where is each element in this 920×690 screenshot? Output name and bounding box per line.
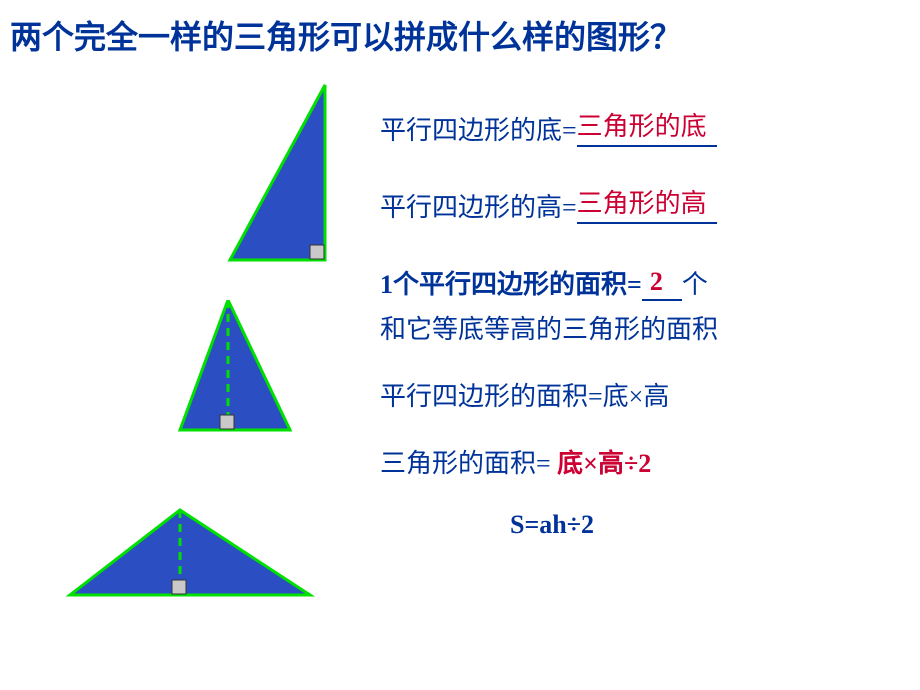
line-parallelogram-area: 平行四边形的面积=底×高 <box>380 376 900 413</box>
triangle-right <box>100 75 360 275</box>
label-area-count-a: 1个平行四边形的面积= <box>380 270 642 299</box>
right-angle-marker-2 <box>220 415 234 429</box>
underline-3 <box>642 297 682 301</box>
underline-1 <box>577 143 717 147</box>
blank-count: 2 <box>642 271 682 301</box>
line-area-count-2: 和它等底等高的三角形的面积 <box>380 309 900 346</box>
triangle-acute <box>120 300 360 450</box>
answer-tri-area: 底×高÷2 <box>557 449 651 478</box>
label-base: 平行四边形的底= <box>380 116 577 145</box>
right-angle-marker-3 <box>172 580 186 594</box>
blank-height: 三角形的高 <box>577 194 717 224</box>
triangle-wide <box>60 505 360 615</box>
text-column: 平行四边形的底= 三角形的底 平行四边形的高= 三角形的高 1个平行四边形的面积… <box>380 110 900 540</box>
triangle-2-shape <box>180 300 290 430</box>
triangle-1-shape <box>230 85 325 260</box>
label-area-count-b: 个 <box>682 270 708 299</box>
label-height: 平行四边形的高= <box>380 193 577 222</box>
answer-base: 三角形的底 <box>577 106 707 143</box>
line-height-equals: 平行四边形的高= 三角形的高 <box>380 187 900 224</box>
line-triangle-area: 三角形的面积= 底×高÷2 <box>380 443 900 480</box>
underline-2 <box>577 220 717 224</box>
right-angle-marker-1 <box>310 245 324 259</box>
line-area-count: 1个平行四边形的面积= 2 个 <box>380 264 900 301</box>
blank-base: 三角形的底 <box>577 117 717 147</box>
page-title: 两个完全一样的三角形可以拼成什么样的图形？ <box>10 12 682 58</box>
answer-count: 2 <box>650 267 663 297</box>
answer-height: 三角形的高 <box>577 183 707 220</box>
label-tri-area: 三角形的面积= <box>380 449 551 478</box>
shapes-column <box>100 75 360 615</box>
triangle-3-shape <box>70 510 310 595</box>
line-base-equals: 平行四边形的底= 三角形的底 <box>380 110 900 147</box>
formula: S=ah÷2 <box>510 510 900 540</box>
label-para-area: 平行四边形的面积=底×高 <box>380 382 669 411</box>
label-area-count-c: 和它等底等高的三角形的面积 <box>380 315 718 344</box>
